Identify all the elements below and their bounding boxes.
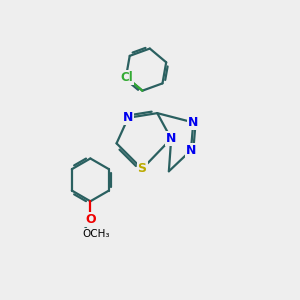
Text: N: N xyxy=(123,111,134,124)
Text: N: N xyxy=(188,116,199,129)
Text: OCH₃: OCH₃ xyxy=(82,229,110,239)
Text: N: N xyxy=(186,144,196,157)
Text: Cl: Cl xyxy=(120,71,133,84)
Text: N: N xyxy=(166,132,176,145)
Text: S: S xyxy=(138,162,147,176)
Text: O: O xyxy=(85,213,96,226)
